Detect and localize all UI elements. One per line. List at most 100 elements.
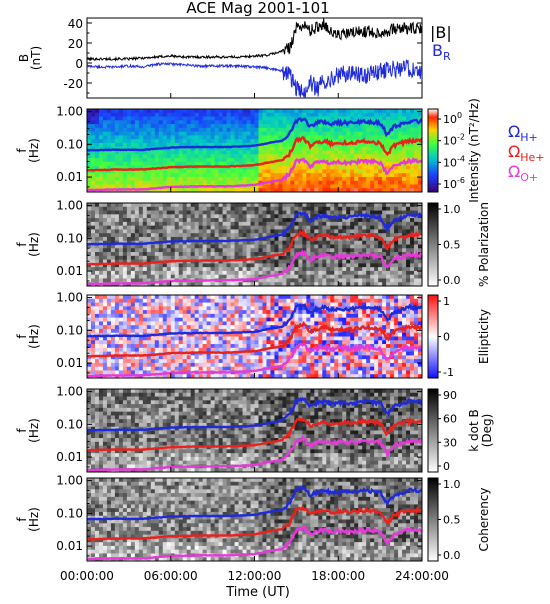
heatmap-cell bbox=[191, 173, 195, 177]
heatmap-cell bbox=[115, 173, 119, 177]
heatmap-cell bbox=[314, 222, 318, 226]
heatmap-cell bbox=[187, 256, 191, 260]
heatmap-cell bbox=[274, 109, 278, 113]
heatmap-cell bbox=[87, 143, 91, 147]
heatmap-cell bbox=[354, 267, 358, 271]
heatmap-cell bbox=[258, 151, 262, 155]
heatmap-cell bbox=[239, 117, 243, 121]
heatmap-cell bbox=[342, 151, 346, 155]
heatmap-cell bbox=[290, 158, 294, 162]
heatmap-cell bbox=[374, 132, 378, 136]
heatmap-cell bbox=[215, 252, 219, 256]
heatmap-cell bbox=[231, 310, 235, 314]
heatmap-cell bbox=[354, 271, 358, 275]
heatmap-cell bbox=[334, 245, 338, 249]
heatmap-cell bbox=[147, 124, 151, 128]
heatmap-cell bbox=[159, 151, 163, 155]
heatmap-cell bbox=[115, 132, 119, 136]
heatmap-cell bbox=[163, 344, 167, 348]
heatmap-cell bbox=[255, 248, 259, 252]
heatmap-cell bbox=[318, 109, 322, 113]
heatmap-cell bbox=[278, 263, 282, 267]
heatmap-cell bbox=[258, 128, 262, 132]
heatmap-cell bbox=[127, 344, 131, 348]
heatmap-cell bbox=[187, 135, 191, 139]
heatmap-cell bbox=[91, 139, 95, 143]
heatmap-cell bbox=[171, 211, 175, 215]
heatmap-cell bbox=[262, 299, 266, 303]
heatmap-cell bbox=[119, 207, 123, 211]
heatmap-cell bbox=[258, 355, 262, 359]
heatmap-cell bbox=[155, 321, 159, 325]
heatmap-cell bbox=[135, 177, 139, 181]
heatmap-cell bbox=[87, 325, 91, 329]
heatmap-cell bbox=[366, 184, 370, 188]
heatmap-cell bbox=[306, 203, 310, 207]
heatmap-cell bbox=[163, 207, 167, 211]
heatmap-cell bbox=[227, 173, 231, 177]
heatmap-cell bbox=[131, 248, 135, 252]
heatmap-cell bbox=[223, 120, 227, 124]
heatmap-cell bbox=[314, 147, 318, 151]
heatmap-cell bbox=[163, 271, 167, 275]
heatmap-cell bbox=[119, 120, 123, 124]
heatmap-cell bbox=[342, 135, 346, 139]
heatmap-cell bbox=[215, 177, 219, 181]
heatmap-cell bbox=[318, 147, 322, 151]
heatmap-cell bbox=[203, 355, 207, 359]
heatmap-cell bbox=[239, 222, 243, 226]
heatmap-cell bbox=[187, 151, 191, 155]
heatmap-cell bbox=[262, 226, 266, 230]
heatmap-cell bbox=[390, 135, 394, 139]
heatmap-cell bbox=[362, 109, 366, 113]
heatmap-cell bbox=[406, 109, 410, 113]
heatmap-cell bbox=[302, 124, 306, 128]
heatmap-cell bbox=[211, 355, 215, 359]
heatmap-cell bbox=[298, 143, 302, 147]
heatmap-cell bbox=[191, 359, 195, 363]
heatmap-cell bbox=[350, 275, 354, 279]
heatmap-cell bbox=[107, 245, 111, 249]
colorbar-label: % Polarization bbox=[477, 202, 491, 287]
heatmap-cell bbox=[95, 275, 99, 279]
heatmap-cell bbox=[155, 169, 159, 173]
heatmap-cell bbox=[251, 207, 255, 211]
heatmap-cell bbox=[103, 222, 107, 226]
heatmap-cell bbox=[111, 329, 115, 333]
heatmap-cell bbox=[410, 263, 414, 267]
heatmap-cell bbox=[91, 211, 95, 215]
heatmap-cell bbox=[414, 260, 418, 264]
heatmap-cell bbox=[330, 207, 334, 211]
heatmap-cell bbox=[394, 158, 398, 162]
heatmap-cell bbox=[414, 166, 418, 170]
heatmap-cell bbox=[302, 109, 306, 113]
heatmap-cell bbox=[298, 256, 302, 260]
heatmap-cell bbox=[115, 177, 119, 181]
heatmap-cell bbox=[191, 337, 195, 341]
heatmap-cell bbox=[294, 184, 298, 188]
heatmap-cell bbox=[199, 128, 203, 132]
heatmap-cell bbox=[354, 260, 358, 264]
heatmap-cell bbox=[127, 135, 131, 139]
heatmap-cell bbox=[151, 321, 155, 325]
heatmap-cell bbox=[167, 132, 171, 136]
heatmap-cell bbox=[215, 367, 219, 371]
heatmap-cell bbox=[270, 299, 274, 303]
heatmap-cell bbox=[183, 363, 187, 367]
heatmap-cell bbox=[302, 267, 306, 271]
heatmap-cell bbox=[143, 135, 147, 139]
heatmap-cell bbox=[199, 117, 203, 121]
heatmap-cell bbox=[179, 173, 183, 177]
heatmap-cell bbox=[286, 143, 290, 147]
heatmap-cell bbox=[111, 139, 115, 143]
heatmap-cell bbox=[231, 248, 235, 252]
heatmap-cell bbox=[187, 248, 191, 252]
heatmap-cell bbox=[266, 169, 270, 173]
heatmap-cell bbox=[235, 117, 239, 121]
heatmap-cell bbox=[123, 203, 127, 207]
heatmap-cell bbox=[131, 321, 135, 325]
heatmap-cell bbox=[358, 147, 362, 151]
heatmap-cell bbox=[258, 124, 262, 128]
heatmap-cell bbox=[231, 303, 235, 307]
heatmap-cell bbox=[258, 248, 262, 252]
